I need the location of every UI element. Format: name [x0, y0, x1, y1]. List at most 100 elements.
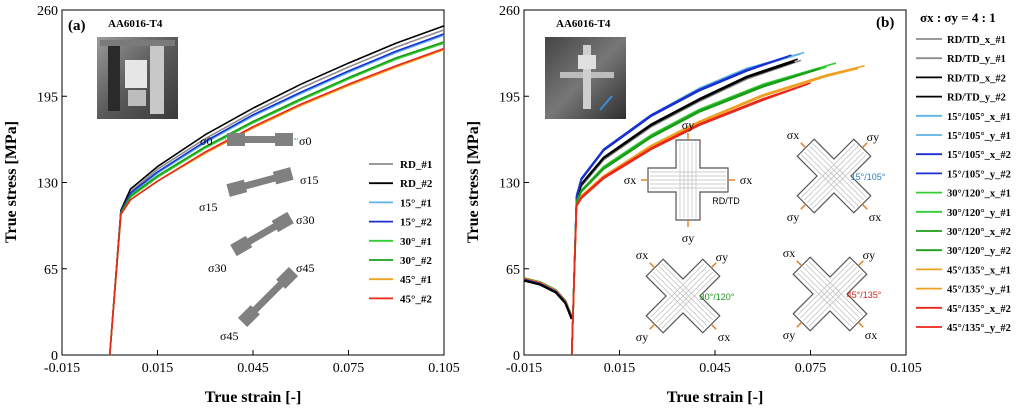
panel-a-xtick-label: -0.015: [44, 361, 80, 376]
panel-a-legend-label: 30°_#1: [400, 236, 432, 248]
cruciform-name-label: RD/TD: [712, 196, 740, 206]
specimen-label-30-right: σ30: [296, 213, 314, 227]
load-arrow: [857, 260, 864, 267]
cruciform-slit: [650, 274, 705, 329]
panel-a-legend-label: 30°_#2: [400, 255, 432, 267]
panel-a-ytick-label: 0: [51, 349, 58, 364]
cruciform-name-label: 45°/135°: [847, 290, 882, 300]
cruciform-stress-label: σy: [716, 250, 728, 264]
cruciform-stress-label: σx: [865, 328, 877, 342]
specimen-30deg: [230, 211, 294, 257]
panel-b-series-line-3: [570, 60, 795, 356]
panel-a-legend-label: RD_#1: [400, 159, 432, 171]
panel-b-ytick-label: 130: [499, 177, 520, 192]
panel-b-legend-label: 30°/120°_y_#2: [947, 246, 1011, 257]
load-arrow: [649, 262, 656, 269]
panel-b-legend-label: 45°/135°_x_#2: [947, 304, 1011, 315]
panel-a-ytick-label: 260: [37, 4, 58, 19]
specimen-label-30-left: σ30: [208, 261, 226, 275]
panel-b-xtick-label: 0.075: [795, 361, 827, 376]
panel-b-legend-label: 45°/135°_y_#2: [947, 323, 1011, 334]
load-arrow: [857, 321, 864, 328]
panel-a-xtick-label: 0.105: [428, 361, 460, 376]
panel-b-photo-label: AA6016-T4: [556, 18, 611, 30]
panel-b-ytick-label: 195: [499, 90, 520, 105]
specimen-label-15-left: σ15: [199, 200, 217, 214]
load-arrow: [796, 321, 803, 328]
specimen-label-0-left: σ0: [200, 134, 212, 148]
panel-b-legend-label: RD/TD_y_#2: [947, 93, 1006, 104]
panel-b-legend-label: 15°/105°_x_#2: [947, 150, 1011, 161]
panel-b-legend-label: RD/TD_y_#1: [947, 54, 1006, 65]
panel-a-xtick-label: 0.045: [237, 361, 269, 376]
panel-b-legend: RD/TD_x_#1 RD/TD_y_#1 RD/TD_x_#2 RD/TD_y_#2…: [916, 35, 1011, 334]
cruciform-specimen-2: [645, 258, 721, 334]
specimen-label-15-right: σ15: [300, 173, 318, 187]
panel-a-xlabel: True strain [-]: [205, 389, 302, 406]
panel-a-machine-photo: [97, 37, 178, 119]
panel-a-ytick-label: 195: [37, 90, 58, 105]
load-arrow: [710, 323, 717, 330]
cruciform-stress-label: σy: [682, 231, 694, 245]
cruciform-slit: [661, 274, 716, 329]
specimen-label-0-right: σ0: [299, 134, 311, 148]
panel-b-label: (b): [876, 15, 894, 31]
cruciform-stress-label: σy: [787, 210, 799, 224]
cruciform-specimen-3: [792, 256, 868, 332]
panel-b-xlabel: True strain [-]: [667, 389, 764, 406]
cruciform-stress-label: σy: [867, 130, 879, 144]
panel-a-specimens: [226, 133, 299, 328]
panel-a-ytick-label: 65: [44, 263, 58, 278]
panel-b-ytick-label: 260: [499, 4, 520, 19]
load-arrow: [861, 142, 868, 149]
cruciform-slit: [805, 269, 860, 324]
cruciform-slit: [812, 154, 867, 209]
panel-b-legend-label: RD/TD_x_#2: [947, 73, 1006, 84]
cruciform-stress-label: σx: [787, 128, 799, 142]
panel-b-ratio-title: σx : σy = 4 : 1: [920, 10, 996, 25]
panel-a-axes: -0.015 0.015 0.045 0.075 0.105 0 65 130 195 260: [37, 4, 460, 376]
cruciform-stress-label: σx: [624, 173, 636, 187]
panel-a-ytick-label: 130: [37, 177, 58, 192]
compression-branch-line: [523, 279, 573, 320]
panel-b-ylabel: True stress [MPa]: [465, 121, 482, 243]
cruciform-stress-label: σx: [718, 330, 730, 344]
panel-a-legend-label: 15°_#1: [400, 197, 432, 209]
panel-a-legend-label: RD_#2: [400, 178, 433, 190]
panel-a-photo-label: AA6016-T4: [108, 18, 163, 30]
panel-b-machine-photo: [545, 37, 626, 119]
panel-b-xtick-label: 0.105: [890, 361, 922, 376]
load-arrow: [800, 142, 807, 149]
specimen-45deg: [237, 266, 299, 328]
panel-a-specimen-labels: σ0 σ0 σ15 σ15 σ30 σ30 σ45 σ45: [199, 134, 318, 343]
cruciform-slit: [806, 148, 862, 204]
panel-b-legend-label: 30°/120°_x_#2: [947, 227, 1011, 238]
load-arrow: [710, 262, 717, 269]
load-arrow: [861, 203, 868, 210]
load-arrow: [796, 260, 803, 267]
cruciform-slit: [804, 151, 859, 206]
cruciform-name-label: 30°/120°: [700, 292, 735, 302]
panel-b-xtick-label: 0.045: [699, 361, 731, 376]
panel-a-legend: RD_#1 RD_#2 15°_#1 15°_#2 30°_#1 30°_#2 45°_#1…: [369, 159, 433, 305]
load-arrow: [800, 203, 807, 210]
cruciform-slit: [658, 271, 713, 326]
panel-b-legend-label: 45°/135°_y_#1: [947, 285, 1011, 296]
panel-b-xtick-label: -0.015: [506, 361, 542, 376]
panel-a-label: (a): [68, 18, 86, 34]
specimen-15deg: [226, 167, 294, 197]
cruciform-stress-label: σy: [682, 118, 694, 132]
panel-a-xtick-label: 0.015: [142, 361, 174, 376]
cruciform-slit: [653, 271, 708, 326]
specimen-label-45-right: σ45: [296, 261, 314, 275]
cruciform-slit: [809, 151, 864, 206]
panel-b-axes: -0.015 0.015 0.045 0.075 0.105 0 65 130 195 260: [499, 4, 922, 376]
specimen-0deg: [227, 133, 293, 146]
cruciform-specimen-1: [796, 138, 872, 214]
panel-b-legend-label: 15°/105°_x_#1: [947, 112, 1011, 123]
panel-b-series-line-15: [570, 83, 808, 356]
specimen-label-45-left: σ45: [220, 329, 238, 343]
panel-a-legend-label: 45°_#1: [400, 274, 432, 286]
